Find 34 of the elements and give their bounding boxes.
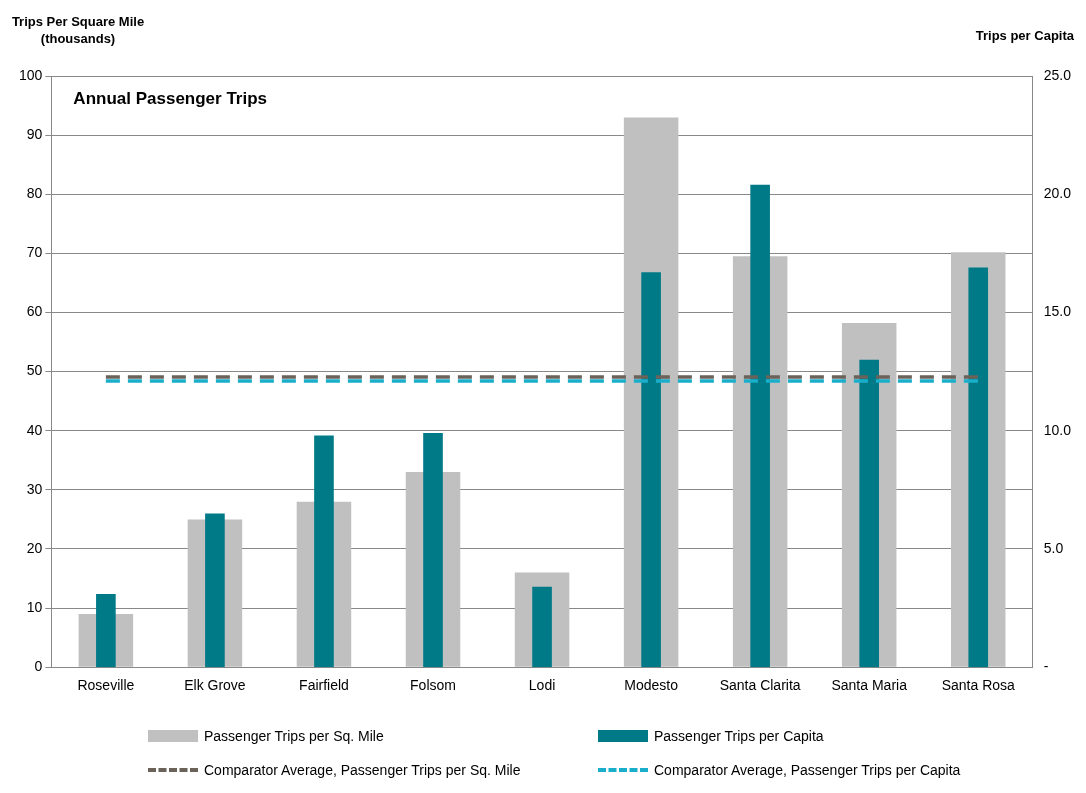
bar: [641, 272, 661, 668]
y2-tick-label: 10.0: [1043, 421, 1072, 438]
y-tick-label: 80: [26, 185, 43, 202]
y-tick-label: 60: [26, 303, 43, 320]
x-tick-label: Roseville: [77, 677, 135, 694]
y-tick-label: 10: [26, 598, 43, 615]
y-axis-title: Trips Per Square Mile (thousands): [11, 14, 145, 47]
x-tick-label: Santa Rosa: [941, 677, 1016, 694]
y-tick-label: 50: [26, 362, 43, 379]
y2-axis-title: Trips per Capita: [975, 28, 1075, 44]
y2-tick-label: 25.0: [1043, 66, 1072, 83]
x-tick-label: Folsom: [410, 677, 456, 694]
x-tick-label: Santa Maria: [831, 677, 908, 694]
y-tick-label: 30: [26, 480, 43, 497]
y-tick-label: 20: [26, 539, 43, 556]
text: Annual Passenger Trips: [73, 89, 268, 109]
y2-tick-label: -: [1043, 658, 1049, 675]
y-tick-label: 100: [19, 66, 43, 83]
y2-tick-label: 15.0: [1043, 303, 1072, 320]
legend-label: Passenger Trips per Capita: [654, 728, 824, 744]
x-tick-label: Modesto: [624, 677, 679, 694]
y-tick-label: 70: [26, 244, 43, 261]
x-tick-label: Elk Grove: [184, 677, 246, 694]
y-tick-label: 90: [26, 125, 43, 142]
y-tick-label: 0: [34, 658, 43, 675]
y2-tick-label: 20.0: [1043, 185, 1072, 202]
legend-label: Comparator Average, Passenger Trips per Capita: [654, 762, 961, 778]
legend-label: Passenger Trips per Sq. Mile: [204, 728, 384, 744]
x-tick-label: Lodi: [528, 677, 556, 694]
x-tick-label: Fairfield: [299, 677, 349, 694]
y2-tick-label: 5.0: [1043, 539, 1064, 556]
y-tick-label: 40: [26, 421, 43, 438]
x-tick-label: Santa Clarita: [719, 677, 801, 694]
legend-label: Comparator Average, Passenger Trips per Sq. Mile: [204, 762, 521, 778]
